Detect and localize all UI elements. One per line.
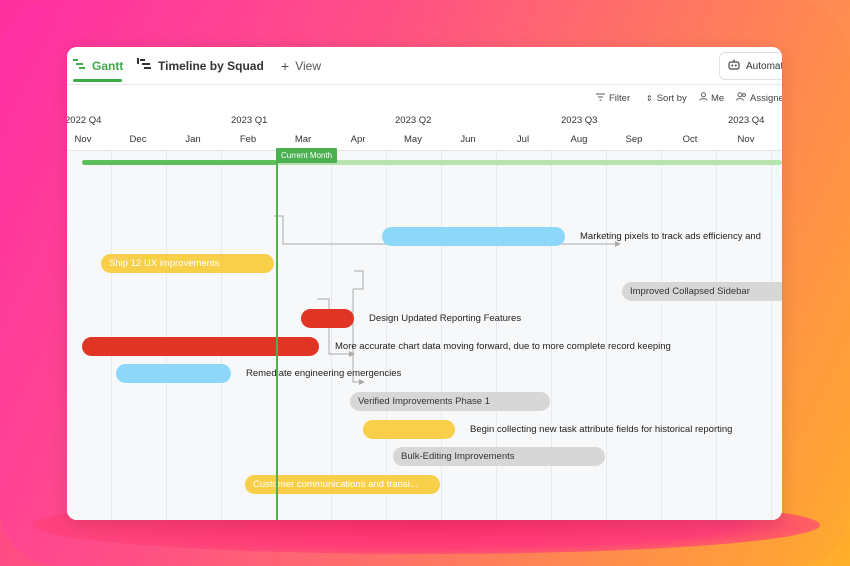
month-label: Mar	[294, 134, 312, 145]
tab-timeline-by-squad[interactable]: Timeline by Squad	[137, 47, 264, 84]
month-label: Feb	[239, 134, 257, 145]
grid-line	[386, 112, 387, 520]
month-label: Jan	[185, 134, 201, 145]
task-bar[interactable]	[301, 309, 354, 328]
month-label: May	[404, 134, 422, 145]
me-filter-button[interactable]: Me	[699, 84, 724, 112]
grid-line	[496, 112, 497, 520]
task-label: Verified Improvements Phase 1	[358, 396, 491, 407]
task-bar[interactable]	[116, 364, 231, 383]
task-bar[interactable]	[82, 337, 319, 356]
assignee-button[interactable]: Assignee	[736, 84, 782, 112]
add-view-button[interactable]: + View	[281, 47, 321, 84]
me-label: Me	[711, 92, 725, 104]
filter-button[interactable]: Filter	[596, 84, 630, 112]
quarter-header: 2022 Q4 2023 Q1 2023 Q2 2023 Q3 2023 Q4	[67, 112, 782, 129]
task-label: Remediate engineering emergencies	[246, 368, 402, 379]
add-view-label: View	[295, 58, 321, 73]
user-icon	[699, 92, 708, 104]
month-label: Aug	[570, 134, 588, 145]
grid-line	[166, 112, 167, 520]
task-label: Marketing pixels to track ads efficiency…	[580, 231, 761, 242]
task-label: Ship 12 UX improvements	[109, 258, 220, 269]
current-month-line	[276, 150, 278, 520]
grid-line	[606, 112, 607, 520]
filter-label: Filter	[609, 92, 631, 104]
month-label: Sep	[625, 134, 643, 145]
quarter-label: 2023 Q3	[561, 115, 598, 126]
quarter-label: 2023 Q2	[395, 115, 432, 126]
tab-gantt[interactable]: Gantt	[73, 47, 123, 84]
sort-icon: ⇕	[646, 93, 653, 103]
sort-label: Sort by	[656, 92, 687, 104]
summary-remaining-bar	[277, 160, 782, 165]
grid-line	[111, 112, 112, 520]
current-month-tag: Current Month	[276, 148, 338, 163]
month-label: Jul	[516, 134, 530, 145]
view-tabs-bar: Gantt Timeline by Squad + View Automate	[67, 47, 782, 85]
tab-timeline-by-squad-label: Timeline by Squad	[158, 58, 264, 73]
summary-progress-bar	[82, 160, 277, 165]
task-bar[interactable]	[350, 392, 550, 411]
grid-line	[441, 112, 442, 520]
app-window: Gantt Timeline by Squad + View Automate	[67, 47, 782, 520]
automate-button[interactable]: Automate	[719, 52, 782, 80]
task-label: More accurate chart data moving forward,…	[335, 341, 671, 352]
task-label: Customer communications and transi...	[253, 479, 418, 490]
grid-line	[716, 112, 717, 520]
gantt-icon	[73, 58, 86, 73]
task-label: Design Updated Reporting Features	[369, 313, 522, 324]
month-header: Nov Dec Jan Feb Mar Apr May Jun Jul Aug …	[67, 129, 782, 151]
grid-line	[661, 112, 662, 520]
users-icon	[736, 92, 747, 104]
task-bar[interactable]	[622, 282, 782, 301]
task-label: Improved Collapsed Sidebar	[630, 286, 750, 297]
task-bar[interactable]	[245, 475, 440, 494]
quarter-label: 2023 Q4	[728, 115, 765, 126]
plus-icon: +	[281, 57, 290, 74]
month-label: Dec	[129, 134, 147, 145]
sort-button[interactable]: ⇕ Sort by	[646, 84, 687, 112]
filter-icon	[596, 93, 605, 104]
month-label: Apr	[350, 134, 366, 145]
task-bar[interactable]	[382, 227, 565, 246]
assignee-label: Assignee	[750, 92, 782, 104]
grid-line	[771, 112, 772, 520]
task-label: Begin collecting new task attribute fiel…	[470, 424, 733, 435]
quarter-label: 2022 Q4	[67, 115, 102, 126]
month-label: Nov	[74, 134, 92, 145]
quarter-label: 2023 Q1	[231, 115, 268, 126]
task-bar[interactable]	[393, 447, 605, 466]
robot-icon	[728, 59, 740, 73]
grid-line	[551, 112, 552, 520]
month-label: Oct	[682, 134, 698, 145]
gantt-timeline: 2022 Q4 2023 Q1 2023 Q2 2023 Q3 2023 Q4 …	[67, 112, 782, 520]
timeline-icon	[137, 58, 152, 73]
toolbar: Filter ⇕ Sort by Me Assignee	[67, 84, 782, 113]
grid-line	[221, 112, 222, 520]
task-label: Bulk-Editing Improvements	[401, 451, 515, 462]
automate-label: Automate	[746, 60, 782, 72]
tab-gantt-label: Gantt	[92, 58, 124, 73]
month-label: Nov	[737, 134, 755, 145]
task-bar[interactable]	[363, 420, 455, 439]
month-label: Jun	[460, 134, 476, 145]
task-bar[interactable]	[101, 254, 274, 273]
